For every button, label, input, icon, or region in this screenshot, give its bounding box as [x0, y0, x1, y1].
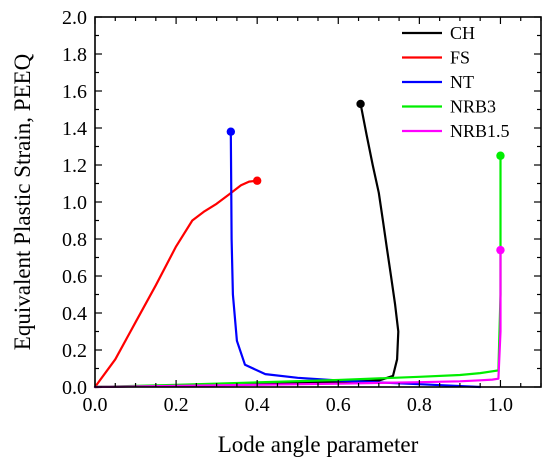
series-endpoint-nrb3 — [496, 151, 505, 160]
x-axis-title: Lode angle parameter — [218, 432, 419, 457]
x-tick-label: 0.2 — [164, 394, 189, 416]
x-tick-label: 0.0 — [83, 394, 108, 416]
y-tick-label: 0.2 — [62, 340, 87, 362]
series-endpoint-fs — [252, 176, 262, 185]
series-line-fs — [93, 179, 259, 389]
x-tick-label: 0.4 — [245, 394, 270, 416]
x-tick-label: 0.6 — [326, 394, 351, 416]
x-tick-label: 0.8 — [407, 394, 432, 416]
axes: 0.0 0.2 0.4 0.6 0.8 1.0 0.0 0.2 0.4 0.6 0.8 1.0 1.2 1… — [62, 7, 542, 416]
series-endpoint-nt — [226, 127, 236, 136]
series-line-nt — [229, 130, 482, 389]
legend-label: NRB1.5 — [450, 121, 510, 141]
y-tick-label: 0.4 — [62, 303, 87, 325]
legend: CH FS NT NRB3 NRB1.5 — [402, 23, 510, 141]
y-tick-label: 2.0 — [62, 7, 87, 29]
series-endpoint-ch — [356, 99, 365, 109]
series-group — [93, 99, 505, 389]
series-endpoint-nrb1-5 — [496, 245, 505, 255]
y-tick-label: 1.4 — [62, 118, 87, 140]
legend-label: CH — [450, 23, 475, 43]
y-tick-label: 1.0 — [62, 192, 87, 214]
y-tick-label: 1.8 — [62, 44, 87, 66]
series-line-nrb1-5 — [93, 249, 502, 389]
y-tick-label: 0.0 — [62, 377, 87, 399]
series-line-nrb3 — [93, 154, 502, 389]
y-tick-label: 1.2 — [62, 155, 87, 177]
y-tick-label: 0.6 — [62, 266, 87, 288]
y-tick-label: 0.8 — [62, 229, 87, 251]
legend-label: NRB3 — [450, 97, 496, 117]
y-tick-label: 1.6 — [62, 81, 87, 103]
x-tick-label: 1.0 — [488, 394, 513, 416]
legend-label: NT — [450, 72, 474, 92]
plot-frame — [94, 16, 542, 388]
legend-label: FS — [450, 48, 470, 68]
y-axis-title: Equivalent Plastic Strain, PEEQ — [10, 53, 35, 350]
series-line-ch — [93, 102, 400, 389]
